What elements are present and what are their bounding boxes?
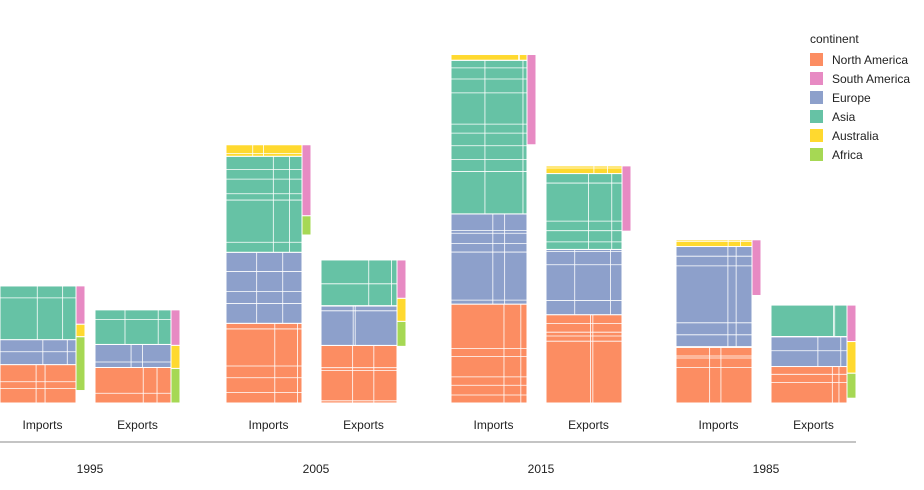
segment-north-america (0, 364, 77, 404)
strip-africa (301, 215, 312, 236)
bar-2005-exports (320, 259, 407, 404)
strip-south-america (621, 165, 632, 232)
segment-north-america (225, 322, 303, 404)
strip-south-america (75, 285, 86, 325)
segment-australia (545, 165, 623, 175)
group-label: 2015 (528, 462, 555, 476)
legend-item: Australia (810, 126, 910, 145)
legend-label: Europe (832, 90, 871, 105)
segment-asia (0, 285, 77, 341)
legend-item: North America (810, 50, 910, 69)
group-label: 1985 (753, 462, 780, 476)
legend-swatch (810, 148, 823, 161)
bar-1995-exports (94, 309, 181, 404)
strip-south-america (396, 259, 407, 299)
sub-category-label: Exports (793, 418, 834, 432)
group-label: 2005 (303, 462, 330, 476)
segment-europe (450, 213, 528, 305)
legend-label: Asia (832, 109, 856, 124)
legend-swatch (810, 129, 823, 142)
segment-asia (545, 173, 623, 250)
strip-australia (846, 341, 857, 374)
bar-1985-exports (770, 304, 857, 404)
bar-1985-imports (675, 239, 762, 404)
bar-2015-imports (450, 54, 537, 404)
segment-asia (450, 59, 528, 215)
segment-asia (770, 304, 848, 338)
segment-australia (450, 54, 528, 61)
segment-north-america (770, 366, 848, 404)
strip-australia (75, 323, 86, 338)
segment-australia (225, 144, 303, 157)
segment-europe (0, 339, 77, 366)
legend-swatch (810, 110, 823, 123)
sub-category-label: Imports (22, 418, 62, 432)
legend-label: South America (832, 71, 911, 86)
sub-category-label: Exports (343, 418, 384, 432)
strip-africa (170, 367, 181, 404)
segment-north-america (675, 346, 753, 404)
strip-australia (396, 297, 407, 322)
strip-south-america (301, 144, 312, 217)
sub-category-label: Imports (473, 418, 513, 432)
strip-africa (75, 336, 86, 392)
sub-category-label: Exports (117, 418, 158, 432)
legend-item: Asia (810, 107, 910, 126)
sub-category-label: Imports (248, 418, 288, 432)
strip-africa (396, 320, 407, 347)
legend-swatch (810, 53, 823, 66)
legend-title: continent (810, 32, 859, 46)
legend-item: Africa (810, 145, 910, 164)
legend-label: Africa (832, 147, 863, 162)
strip-south-america (526, 54, 537, 146)
segment-europe (320, 305, 398, 346)
segment-north-america (450, 303, 528, 404)
segment-asia (94, 309, 172, 345)
segment-europe (675, 246, 753, 348)
legend-swatch (810, 91, 823, 104)
sub-category-label: Exports (568, 418, 609, 432)
strip-south-america (846, 304, 857, 343)
legend-swatch (810, 72, 823, 85)
bar-1995-imports (0, 285, 86, 404)
segment-north-america (320, 344, 398, 404)
legend-label: Australia (832, 128, 879, 143)
sub-category-label: Imports (698, 418, 738, 432)
legend-label: North America (832, 52, 909, 67)
bar-2015-exports (545, 165, 632, 404)
legend: continent North America South America Euro… (810, 32, 910, 164)
segment-europe (545, 248, 623, 316)
strip-south-america (170, 309, 181, 346)
group-label: 1995 (77, 462, 104, 476)
segment-asia (320, 259, 398, 307)
strip-australia (170, 344, 181, 369)
strip-africa (846, 372, 857, 399)
legend-item: Europe (810, 88, 910, 107)
segment-europe (225, 251, 303, 324)
bar-2005-imports (225, 144, 312, 404)
legend-item: South America (810, 69, 910, 88)
segment-europe (94, 343, 172, 368)
segment-asia (225, 155, 303, 253)
segment-north-america (94, 366, 172, 404)
segment-europe (770, 336, 848, 368)
legend-items: North America South America Europe Asia Aust… (810, 50, 910, 164)
segment-north-america (545, 314, 623, 404)
strip-south-america (751, 239, 762, 296)
